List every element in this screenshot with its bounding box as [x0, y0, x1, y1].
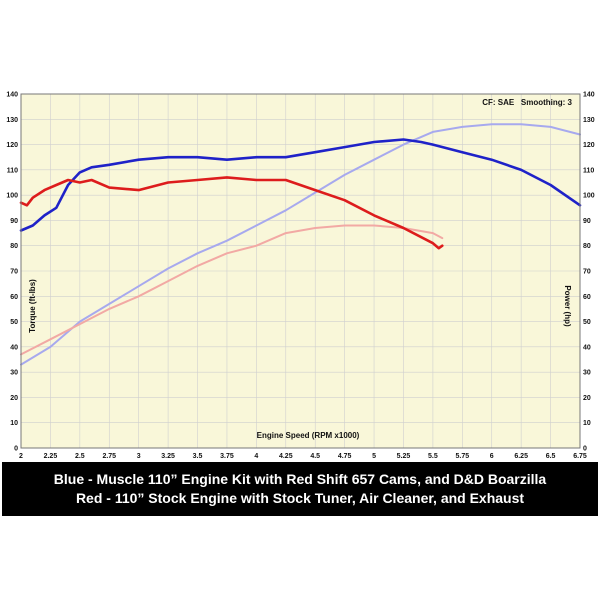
x-tick-label: 2.75 [102, 453, 116, 460]
y-right-tick-label: 140 [583, 92, 595, 99]
y-left-tick-label: 0 [14, 446, 18, 453]
y-left-tick-label: 140 [6, 92, 18, 99]
y-right-tick-label: 80 [583, 243, 591, 250]
dyno-chart-frame: 2 2.25 2.5 2.75 3 3.25 3.5 3.75 4 4.25 4.5 4.75 5 5.2… [2, 84, 598, 516]
x-tick-label: 6.25 [514, 453, 528, 460]
x-tick-label: 3.5 [193, 453, 203, 460]
x-tick-label: 6.75 [573, 453, 587, 460]
series-line-stock-torque [19, 176, 444, 250]
x-tick-label: 3.25 [161, 453, 175, 460]
y-left-tick-label: 10 [10, 420, 18, 427]
dyno-chart: 2 2.25 2.5 2.75 3 3.25 3.5 3.75 4 4.25 4.5 4.75 5 5.2… [6, 92, 595, 461]
y-left-tick-label: 80 [10, 243, 18, 250]
y-left-tick-labels: 0 10 20 30 40 50 60 70 80 90 100 110 120 130 140 [6, 92, 18, 453]
plot-border [20, 93, 581, 449]
series-line-modified-torque [19, 138, 582, 232]
y-right-tick-label: 30 [583, 370, 591, 377]
x-tick-label: 2.5 [75, 453, 85, 460]
y-right-tick-label: 10 [583, 420, 591, 427]
x-tick-label: 4.75 [338, 453, 352, 460]
y-left-tick-label: 50 [10, 319, 18, 326]
y-right-tick-label: 0 [583, 446, 587, 453]
series-layer [19, 123, 582, 366]
chart-caption: Blue - Muscle 110” Engine Kit with Red S… [2, 462, 598, 516]
y-left-tick-label: 120 [6, 142, 18, 149]
y-axis-left-label: Torque (ft-lbs) [28, 279, 37, 333]
x-tick-label: 3 [137, 453, 141, 460]
caption-line-red: Red - 110” Stock Engine with Stock Tuner… [75, 490, 525, 506]
y-left-tick-label: 110 [7, 167, 18, 174]
x-tick-label: 2 [19, 453, 23, 460]
y-left-tick-label: 100 [6, 193, 18, 200]
x-tick-label: 5 [372, 453, 376, 460]
x-tick-label: 5.75 [456, 453, 470, 460]
y-right-tick-label: 90 [583, 218, 591, 225]
y-left-tick-label: 70 [10, 269, 18, 276]
x-tick-label: 5.5 [428, 453, 438, 460]
y-right-tick-label: 20 [583, 395, 591, 402]
series-line-modified-power [20, 123, 581, 366]
y-left-tick-label: 30 [10, 370, 18, 377]
y-right-tick-label: 130 [583, 117, 595, 124]
y-left-tick-label: 20 [10, 395, 18, 402]
y-right-tick-labels: 0 10 20 30 40 50 60 70 80 90 100 110 120 130 140 [583, 92, 595, 453]
y-axis-right-label: Power (hp) [563, 285, 572, 327]
x-tick-label: 4.5 [310, 453, 320, 460]
y-right-tick-label: 100 [583, 193, 595, 200]
x-tick-label: 4 [254, 453, 258, 460]
caption-line-blue: Blue - Muscle 110” Engine Kit with Red S… [53, 471, 547, 487]
chart-annotation: CF: SAE Smoothing: 3 [482, 98, 572, 107]
x-axis-label: Engine Speed (RPM x1000) [257, 431, 360, 440]
y-right-tick-label: 40 [583, 344, 591, 351]
y-right-tick-label: 60 [583, 294, 591, 301]
x-tick-label: 2.25 [44, 453, 58, 460]
x-tick-label: 4.25 [279, 453, 293, 460]
y-left-tick-label: 40 [10, 344, 18, 351]
x-tick-label: 3.75 [220, 453, 234, 460]
y-right-tick-label: 120 [583, 142, 595, 149]
x-tick-label: 6 [490, 453, 494, 460]
y-right-tick-label: 110 [583, 167, 594, 174]
y-left-tick-label: 60 [10, 294, 18, 301]
y-left-tick-label: 90 [10, 218, 18, 225]
y-left-tick-label: 130 [6, 117, 18, 124]
x-tick-label: 6.5 [546, 453, 556, 460]
series-line-stock-power [20, 224, 444, 356]
x-tick-label: 5.25 [397, 453, 411, 460]
y-right-tick-label: 70 [583, 269, 591, 276]
y-right-tick-label: 50 [583, 319, 591, 326]
x-tick-labels: 2 2.25 2.5 2.75 3 3.25 3.5 3.75 4 4.25 4.5 4.75 5 5.2… [19, 453, 587, 460]
